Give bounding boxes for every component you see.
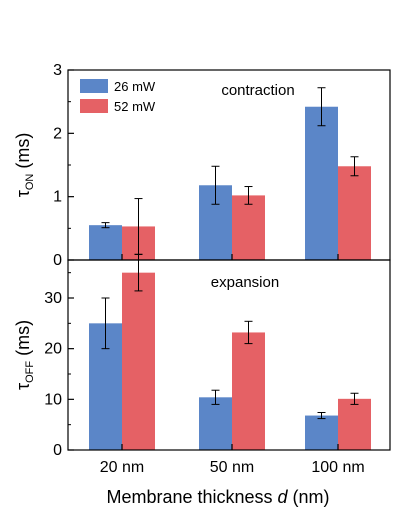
x-tick-label-2: 100 nm <box>311 459 364 476</box>
top-bar-26mw-2 <box>305 106 338 260</box>
bottom-plot-frame <box>67 259 391 451</box>
top-bar-26mw-0 <box>89 225 122 260</box>
legend-swatch-0 <box>80 79 108 93</box>
x-tick-label-0: 20 nm <box>100 459 144 476</box>
bottom-y-axis-title: τOFF (ms) <box>13 320 36 390</box>
bottom-bar-52mw-1 <box>232 332 265 450</box>
top-y-axis-title: τON (ms) <box>13 133 36 198</box>
bottom-y-tick-label-3: 30 <box>44 290 62 307</box>
top-panel-contraction: 0 1 2 3 contraction 26 mW 52 mW <box>53 62 391 269</box>
bottom-y-tick-label-1: 10 <box>44 391 62 408</box>
bottom-bar-26mw-2 <box>305 415 338 450</box>
bottom-bar-52mw-0 <box>122 272 155 450</box>
top-y-tick-label-0: 0 <box>53 252 62 269</box>
bottom-bar-26mw-1 <box>199 397 232 450</box>
legend-label-1: 52 mW <box>114 99 156 114</box>
top-bar-52mw-1 <box>232 195 265 260</box>
bottom-bar-52mw-2 <box>338 398 371 450</box>
top-y-tick-label-1: 1 <box>53 189 62 206</box>
bottom-y-tick-label-0: 0 <box>53 442 62 459</box>
bottom-annotation: expansion <box>211 274 279 291</box>
bottom-y-tick-label-2: 20 <box>44 341 62 358</box>
bottom-panel-expansion: 0 10 20 30 20 nm 50 nm 100 nm expansion <box>44 253 391 476</box>
x-tick-label-1: 50 nm <box>210 459 254 476</box>
x-axis-title: Membrane thickness d (nm) <box>106 487 329 507</box>
top-y-tick-label-3: 3 <box>53 62 62 79</box>
legend-label-0: 26 mW <box>114 79 156 94</box>
top-bar-52mw-2 <box>338 166 371 260</box>
top-y-tick-label-2: 2 <box>53 125 62 142</box>
top-annotation: contraction <box>221 82 294 99</box>
legend-swatch-1 <box>80 99 108 113</box>
